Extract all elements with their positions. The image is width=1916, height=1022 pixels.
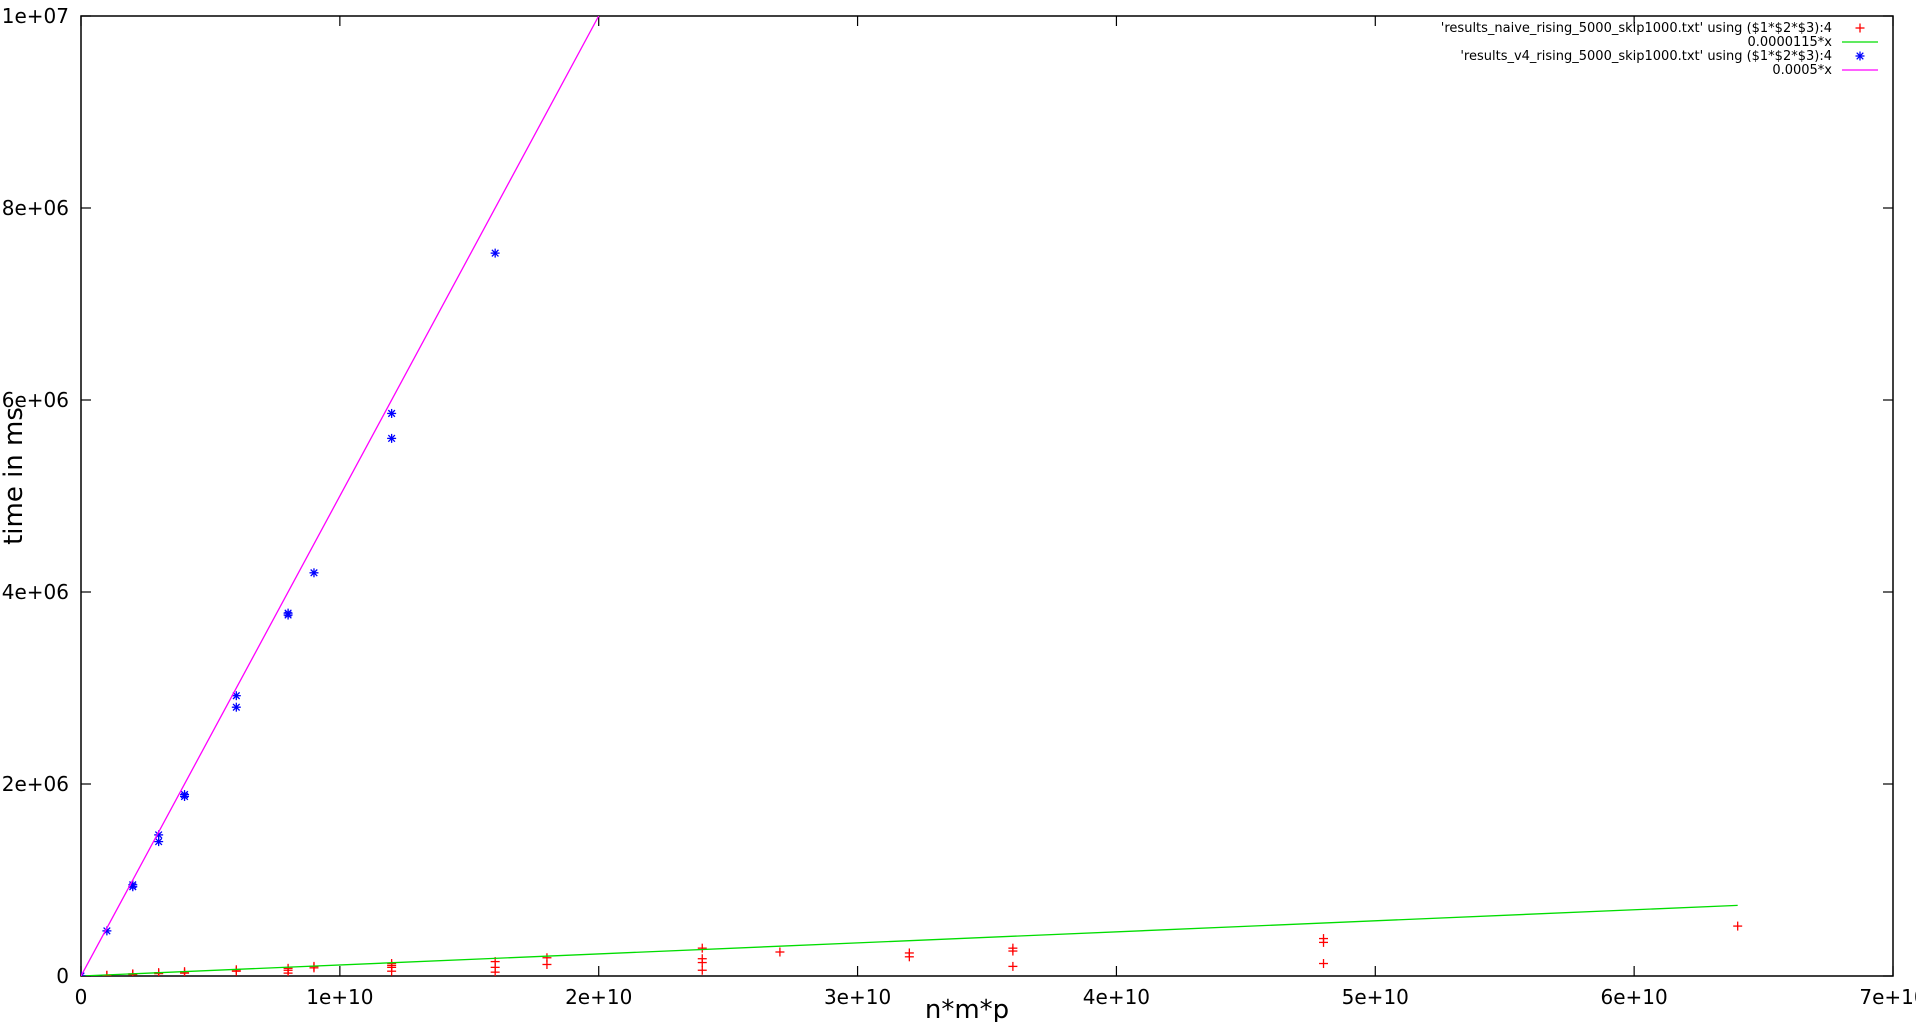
- y-tick-label: 2e+06: [2, 772, 69, 796]
- legend-marker-swatch: [1855, 51, 1865, 61]
- series-line-3: [81, 16, 600, 976]
- x-tick-label: 1e+10: [306, 985, 373, 1009]
- plot-area: [81, 16, 1743, 976]
- y-tick-label: 1e+07: [2, 4, 69, 28]
- data-point-0: [697, 954, 707, 964]
- legend-marker-swatch: [1855, 23, 1865, 33]
- x-tick-label: 0: [75, 985, 88, 1009]
- plot-border: [80, 15, 1894, 977]
- data-point-0: [697, 965, 707, 975]
- x-tick-label: 2e+10: [565, 985, 632, 1009]
- x-tick-label: 3e+10: [824, 985, 891, 1009]
- series-layer: [81, 16, 1743, 976]
- legend: 'results_naive_rising_5000_skip1000.txt'…: [1441, 21, 1878, 78]
- x-tick-label: 7e+10: [1859, 985, 1916, 1009]
- data-point-2: [180, 790, 190, 800]
- data-point-0: [775, 947, 785, 957]
- data-point-2: [231, 702, 241, 712]
- axes: 0 1e+10 2e+10 3e+10 4e+10 5e+10 6e+10 7e+10 0 2e+…: [2, 4, 1916, 1009]
- data-point-2: [81, 971, 86, 976]
- data-point-0: [904, 948, 914, 958]
- data-point-0: [283, 963, 293, 973]
- data-point-2: [231, 691, 241, 701]
- y-tick-label: 6e+06: [2, 388, 69, 412]
- x-tick-label: 5e+10: [1342, 985, 1409, 1009]
- x-axis-label: n*m*p: [925, 995, 1009, 1022]
- legend-entry-label: 'results_v4_rising_5000_skip1000.txt' us…: [1460, 49, 1832, 64]
- data-point-0: [1319, 959, 1329, 969]
- series-line-1: [81, 904, 1738, 976]
- legend-entry-label: 0.0005*x: [1772, 63, 1832, 78]
- x-tick-label: 4e+10: [1083, 985, 1150, 1009]
- data-point-0: [1733, 921, 1743, 931]
- y-tick-label: 4e+06: [2, 580, 69, 604]
- data-point-0: [1319, 934, 1329, 944]
- data-point-2: [387, 433, 397, 443]
- data-point-2: [309, 568, 319, 578]
- data-point-2: [283, 608, 293, 618]
- x-tick-label: 6e+10: [1601, 985, 1668, 1009]
- y-axis-label: time in ms: [0, 407, 29, 545]
- data-point-0: [542, 953, 552, 963]
- legend-entry-label: 0.0000115*x: [1748, 35, 1833, 50]
- data-point-0: [1008, 943, 1018, 953]
- data-point-2: [490, 248, 500, 258]
- data-point-2: [387, 408, 397, 418]
- y-tick-label: 0: [56, 964, 69, 988]
- data-point-0: [697, 943, 707, 953]
- y-tick-label: 8e+06: [2, 196, 69, 220]
- data-point-0: [1008, 961, 1018, 971]
- legend-entry-label: 'results_naive_rising_5000_skip1000.txt'…: [1441, 21, 1832, 36]
